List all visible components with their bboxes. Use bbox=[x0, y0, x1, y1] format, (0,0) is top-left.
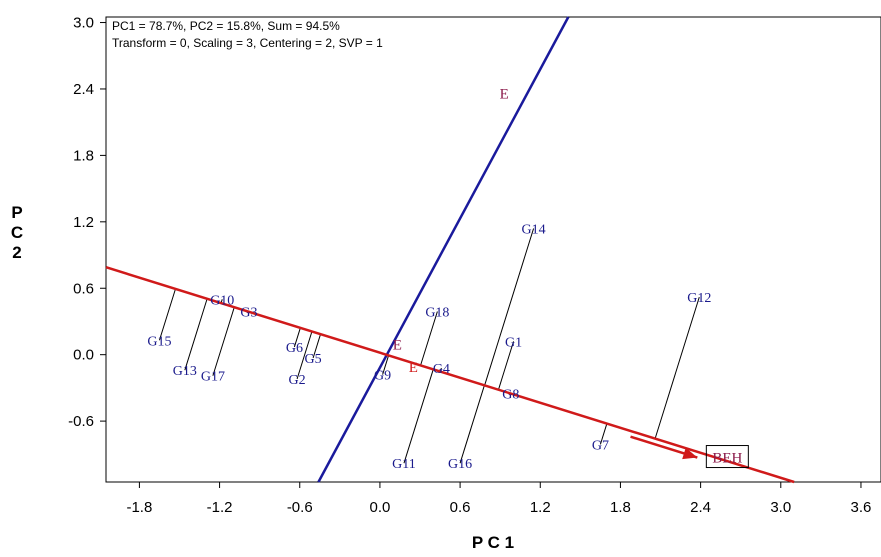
x-tick-label: -1.2 bbox=[207, 499, 233, 516]
y-tick-label: 2.4 bbox=[73, 81, 94, 98]
genotype-label-g5: G5 bbox=[305, 352, 322, 367]
genotype-label-g9: G9 bbox=[374, 369, 391, 384]
environment-label-2: E bbox=[393, 338, 402, 354]
x-tick-label: 2.4 bbox=[690, 499, 711, 516]
y-tick-label: 0.6 bbox=[73, 280, 94, 297]
genotype-label-g14: G14 bbox=[522, 222, 546, 237]
y-axis-title-char: P bbox=[11, 203, 22, 222]
genotype-label-g17: G17 bbox=[201, 370, 225, 385]
projection-line-g17 bbox=[212, 307, 235, 376]
projection-line-g2 bbox=[296, 331, 313, 380]
x-tick-label: -1.8 bbox=[126, 499, 152, 516]
projection-line-g16 bbox=[459, 385, 485, 464]
y-tick-label: -0.6 bbox=[68, 413, 94, 430]
genotype-label-g16: G16 bbox=[448, 457, 472, 472]
projection-line-g15 bbox=[158, 288, 176, 341]
x-tick-label: 1.2 bbox=[530, 499, 551, 516]
genotype-label-g18: G18 bbox=[425, 306, 449, 321]
genotype-label-g2: G2 bbox=[289, 373, 306, 388]
perpendicular-axis-line bbox=[317, 16, 570, 483]
x-tick-label: 0.6 bbox=[450, 499, 471, 516]
genotype-label-g11: G11 bbox=[392, 457, 416, 472]
projection-line-g13 bbox=[184, 298, 208, 371]
beh-label: BEH bbox=[712, 451, 742, 467]
info-line-2: Transform = 0, Scaling = 3, Centering = … bbox=[112, 36, 383, 50]
y-tick-label: 1.2 bbox=[73, 214, 94, 231]
y-axis-title-char: C bbox=[11, 223, 23, 242]
y-axis-title-char: 2 bbox=[12, 243, 21, 262]
genotype-label-g4: G4 bbox=[433, 362, 450, 377]
projection-line-g6 bbox=[293, 327, 301, 348]
x-tick-label: 1.8 bbox=[610, 499, 631, 516]
y-tick-label: 0.0 bbox=[73, 347, 94, 364]
projection-line-g5 bbox=[312, 334, 322, 359]
y-tick-label: 1.8 bbox=[73, 147, 94, 164]
x-axis-title: P C 1 bbox=[472, 533, 514, 552]
environment-label-3: E bbox=[409, 360, 418, 376]
projection-line-g12 bbox=[654, 296, 700, 439]
projection-line-g7 bbox=[599, 423, 608, 445]
projection-line-g9 bbox=[382, 355, 390, 375]
environment-label-1: E bbox=[500, 86, 509, 102]
genotype-label-g13: G13 bbox=[173, 364, 197, 379]
genotype-label-g3: G3 bbox=[240, 306, 257, 321]
projection-line-g18 bbox=[420, 311, 438, 366]
y-axis-title: PC2 bbox=[11, 203, 23, 262]
genotype-label-g7: G7 bbox=[592, 438, 609, 453]
projection-line-g14 bbox=[484, 228, 535, 386]
genotype-label-g12: G12 bbox=[687, 291, 711, 306]
genotype-label-g15: G15 bbox=[147, 334, 171, 349]
x-tick-label: 3.6 bbox=[851, 499, 872, 516]
info-line-1: PC1 = 78.7%, PC2 = 15.8%, Sum = 94.5% bbox=[112, 19, 340, 33]
x-tick-label: 0.0 bbox=[369, 499, 390, 516]
projection-line-g1 bbox=[497, 341, 515, 390]
beh-box bbox=[705, 445, 749, 469]
projection-line-g11 bbox=[403, 369, 434, 464]
plot-frame bbox=[105, 16, 881, 483]
x-tick-label: -0.6 bbox=[287, 499, 313, 516]
average-environment-axis-line bbox=[105, 266, 795, 484]
biplot-axes bbox=[105, 16, 795, 484]
x-axis: -1.8 -1.2 -0.6 0.0 0.6 1.2 1.8 2.4 3.0 3.6 bbox=[126, 482, 871, 516]
genotype-label-g6: G6 bbox=[286, 341, 303, 356]
genotype-label-g8: G8 bbox=[502, 387, 519, 402]
y-tick-label: 3.0 bbox=[73, 15, 94, 32]
arrow-head bbox=[682, 447, 698, 460]
projection-lines bbox=[158, 228, 700, 464]
genotype-label-g1: G1 bbox=[505, 335, 522, 350]
y-axis: -0.6 0.0 0.6 1.2 1.8 2.4 3.0 bbox=[68, 15, 106, 430]
genotype-label-g10: G10 bbox=[210, 293, 234, 308]
x-tick-label: 3.0 bbox=[770, 499, 791, 516]
plot-area bbox=[105, 16, 881, 483]
